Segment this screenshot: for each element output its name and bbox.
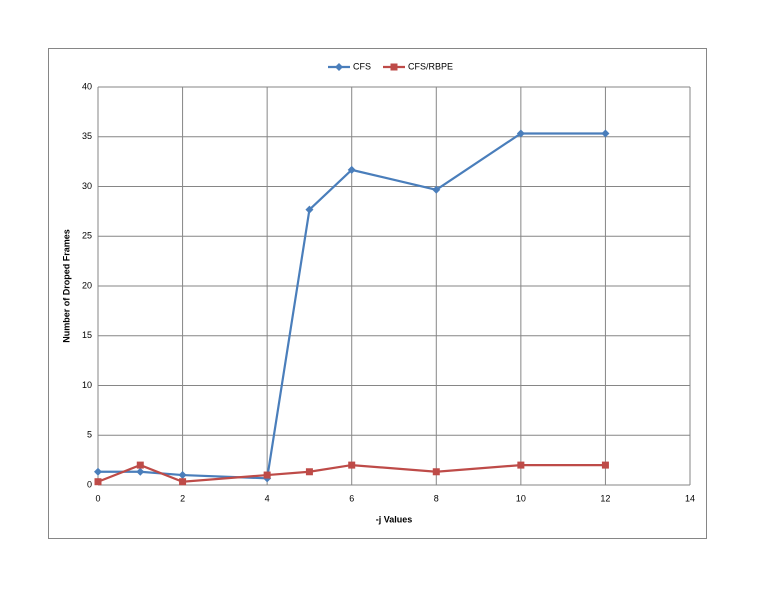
marker xyxy=(601,129,610,138)
legend-label: CFS xyxy=(353,61,371,71)
y-tick-label: 30 xyxy=(82,181,92,191)
marker xyxy=(347,165,356,174)
x-tick-label: 6 xyxy=(349,493,354,503)
marker xyxy=(305,205,314,214)
y-tick-label: 20 xyxy=(82,280,92,290)
y-axis-label: Number of Droped Frames xyxy=(61,229,71,343)
marker xyxy=(601,461,609,469)
marker xyxy=(517,461,525,469)
x-axis-label: -j Values xyxy=(376,514,413,524)
y-tick-label: 5 xyxy=(87,430,92,440)
marker xyxy=(432,468,440,476)
marker xyxy=(178,471,187,480)
legend-marker xyxy=(335,63,343,71)
y-tick-label: 35 xyxy=(82,131,92,141)
marker xyxy=(305,468,313,476)
y-tick-label: 10 xyxy=(82,380,92,390)
x-tick-label: 8 xyxy=(434,493,439,503)
x-tick-label: 2 xyxy=(180,493,185,503)
chart-frame xyxy=(48,48,707,539)
legend-marker xyxy=(390,63,398,71)
y-tick-label: 15 xyxy=(82,330,92,340)
marker xyxy=(348,461,356,469)
y-tick-label: 40 xyxy=(82,81,92,91)
marker xyxy=(432,185,441,194)
marker xyxy=(263,471,271,479)
y-tick-label: 0 xyxy=(87,479,92,489)
y-tick-label: 25 xyxy=(82,231,92,241)
marker xyxy=(94,467,102,476)
x-tick-label: 4 xyxy=(265,493,270,503)
marker xyxy=(516,129,525,138)
marker xyxy=(136,461,144,469)
marker xyxy=(179,478,187,486)
x-tick-label: 10 xyxy=(516,493,526,503)
marker xyxy=(136,467,145,476)
x-tick-label: 0 xyxy=(95,493,100,503)
marker xyxy=(94,478,102,486)
legend-label: CFS/RBPE xyxy=(408,61,453,71)
x-tick-label: 14 xyxy=(685,493,695,503)
x-tick-label: 12 xyxy=(600,493,610,503)
